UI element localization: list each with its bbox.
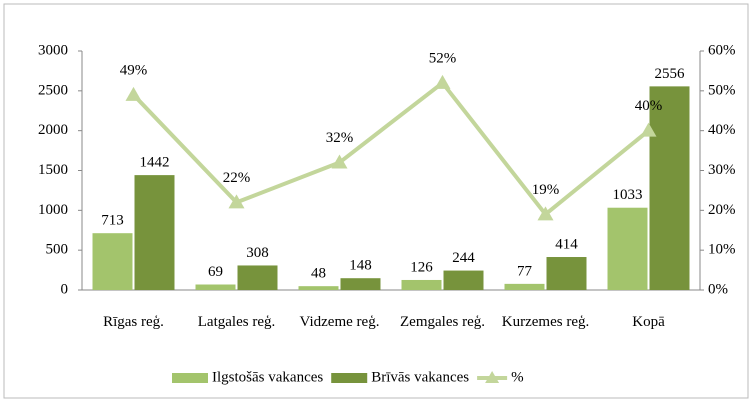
bar <box>237 265 278 290</box>
y-tick-label: 500 <box>46 242 69 258</box>
legend-swatch <box>331 373 368 383</box>
bar <box>649 86 690 290</box>
data-label: 308 <box>246 245 269 261</box>
data-label: 49% <box>120 62 148 78</box>
legend-swatch <box>172 373 208 383</box>
x-tick-label: Rīgas reģ. <box>103 314 164 330</box>
y2-tick-label: 50% <box>708 82 736 98</box>
data-label: 244 <box>452 250 475 266</box>
y2-tick-label: 30% <box>708 162 736 178</box>
data-label: 1033 <box>613 187 643 203</box>
y2-tick-label: 20% <box>708 202 736 218</box>
data-label: 126 <box>410 259 433 275</box>
data-label: 148 <box>349 258 372 274</box>
y2-tick-label: 60% <box>708 42 736 58</box>
data-label: 52% <box>429 50 457 66</box>
bar <box>92 233 133 290</box>
data-label: 713 <box>101 213 124 229</box>
line-marker <box>434 74 451 89</box>
x-tick-label: Kopā <box>632 314 665 330</box>
y-tick-label: 2500 <box>38 82 68 98</box>
y-tick-label: 1500 <box>38 162 68 178</box>
bar <box>195 284 236 290</box>
x-tick-label: Latgales reģ. <box>197 314 276 330</box>
legend-label: Brīvās vakances <box>371 369 469 385</box>
y2-tick-label: 0% <box>708 281 728 297</box>
data-label: 40% <box>635 98 663 114</box>
bar <box>504 283 545 290</box>
bar <box>298 286 339 290</box>
data-label: 2556 <box>655 66 686 82</box>
legend-swatch <box>485 371 500 383</box>
legend-label: % <box>511 369 524 385</box>
bar <box>546 257 587 290</box>
x-tick-label: Zemgales reģ. <box>400 314 485 330</box>
data-label: 1442 <box>140 155 170 171</box>
line-marker <box>537 206 554 221</box>
bar <box>401 279 442 290</box>
data-label: 32% <box>326 130 354 146</box>
line-series <box>132 80 650 218</box>
y2-tick-label: 10% <box>708 242 736 258</box>
data-label: 22% <box>223 170 251 186</box>
line-marker <box>331 154 348 169</box>
line-marker <box>125 86 142 101</box>
data-label: 414 <box>555 236 578 252</box>
data-label: 77 <box>517 263 533 279</box>
x-tick-label: Vidzeme reģ. <box>299 314 380 330</box>
bar <box>340 278 381 290</box>
line-marker <box>640 122 657 137</box>
line-marker <box>228 194 245 209</box>
y-tick-label: 3000 <box>38 42 68 58</box>
legend-label: Ilgstošās vakances <box>212 369 323 385</box>
data-label: 48 <box>311 266 326 282</box>
y2-tick-label: 40% <box>708 122 736 138</box>
bar <box>607 207 648 290</box>
frame <box>3 3 749 399</box>
bar <box>443 270 484 290</box>
data-label: 69 <box>208 264 223 280</box>
y-tick-label: 2000 <box>38 122 68 138</box>
data-label: 19% <box>532 182 560 198</box>
x-tick-label: Kurzemes reģ. <box>501 314 590 330</box>
y-tick-label: 0 <box>61 281 69 297</box>
bar <box>134 175 175 290</box>
y-tick-label: 1000 <box>38 202 68 218</box>
